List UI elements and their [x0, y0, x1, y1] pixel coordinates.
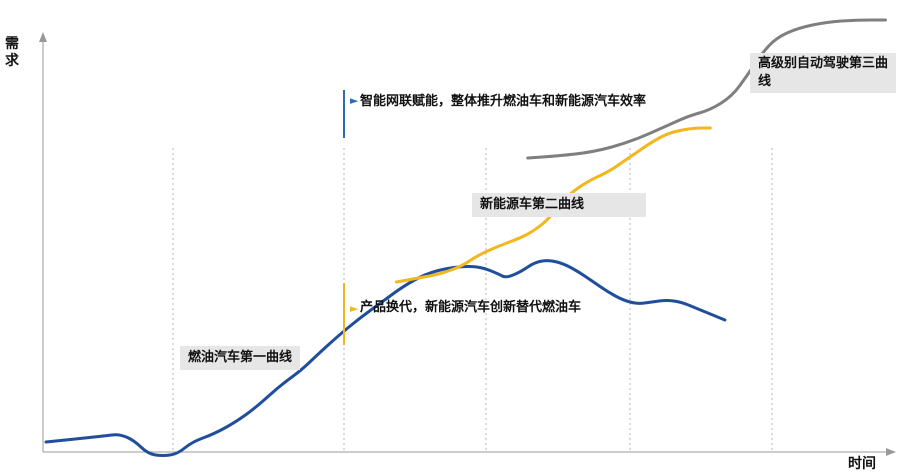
- annotation-third-curve: 高级别自动驾驶第三曲线: [750, 53, 896, 93]
- annotation-blue-marker: [343, 90, 345, 138]
- series-line-third-curve: [526, 18, 887, 160]
- annotation-blue-arrow: ►: [350, 94, 359, 107]
- annotation-yellow-marker: [343, 283, 345, 345]
- annotation-intelligent-connectivity: 智能网联赋能，整体推升燃油车和新能源汽车效率: [360, 94, 647, 109]
- annotation-product-upgrade: 产品换代，新能源汽车创新替代燃油车: [360, 300, 582, 315]
- annotation-first-curve: 燃油汽车第一曲线: [180, 346, 301, 370]
- annotation-second-curve: 新能源车第二曲线: [472, 193, 646, 217]
- x-axis-arrow: [886, 448, 896, 456]
- annotation-yellow-arrow: ►: [350, 302, 359, 315]
- x-axis-label: 时间: [848, 456, 876, 472]
- series-line-first-curve: [44, 259, 727, 457]
- y-axis-label: 需求: [5, 36, 19, 69]
- y-axis-arrow: [39, 32, 47, 42]
